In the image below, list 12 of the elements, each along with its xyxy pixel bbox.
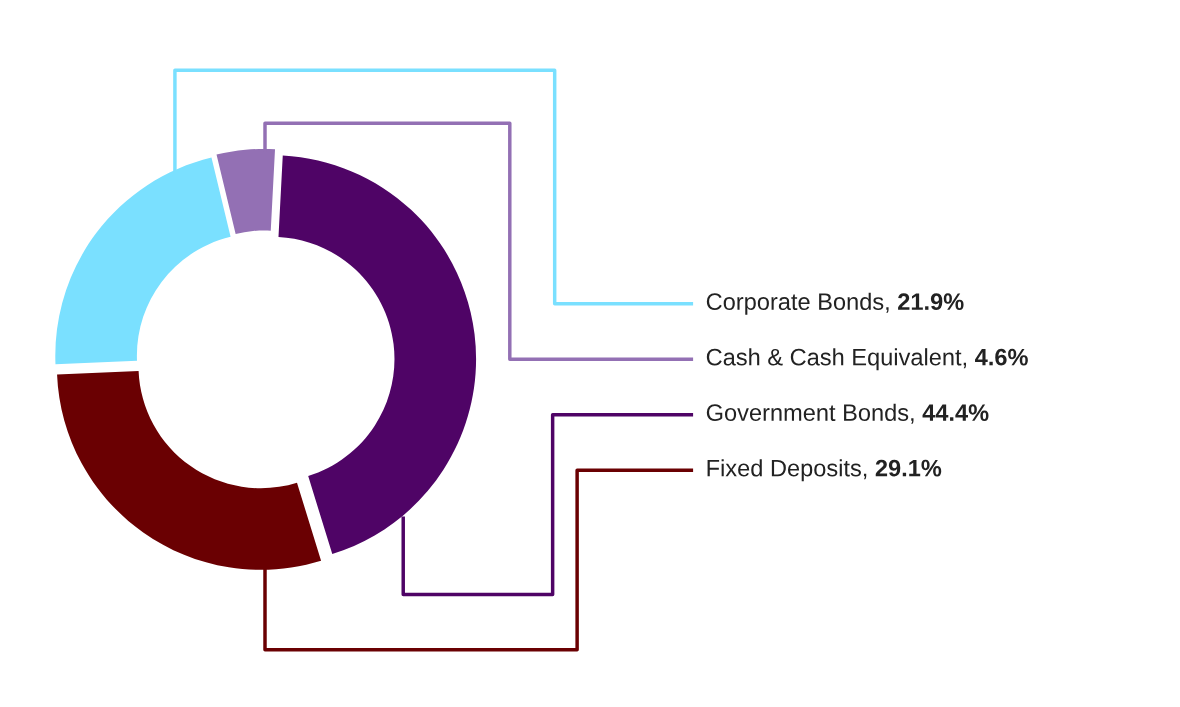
data-label: 4.6% bbox=[975, 348, 1028, 366]
data-label: 44.4% bbox=[922, 404, 989, 421]
data-label: 29.1% bbox=[875, 459, 942, 477]
text: , bbox=[963, 362, 966, 369]
slice-label: Government Bonds bbox=[706, 403, 909, 422]
slice-label: Fixed Deposits bbox=[707, 459, 861, 482]
slice-label: Cash & Cash Equivalent bbox=[706, 348, 962, 371]
text: , bbox=[886, 307, 889, 313]
data-label: 21.9% bbox=[898, 293, 964, 311]
slice-label: Corporate Bonds bbox=[706, 292, 884, 315]
text: , bbox=[911, 418, 914, 424]
text: , bbox=[863, 473, 867, 480]
